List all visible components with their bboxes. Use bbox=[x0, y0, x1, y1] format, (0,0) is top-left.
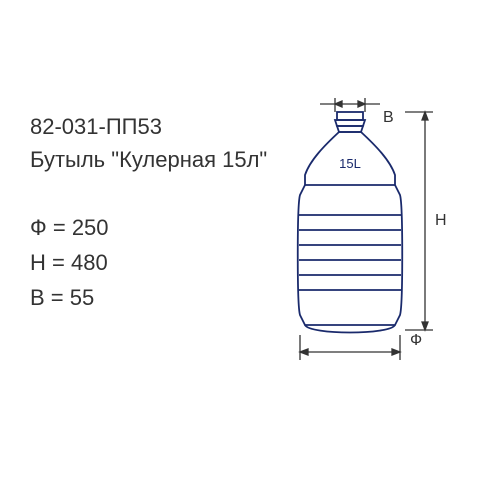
volume-label: 15L bbox=[339, 156, 361, 171]
bottle-diagram: 15L B H Ф bbox=[275, 90, 485, 390]
dim-h: H = 480 bbox=[30, 245, 109, 280]
dim-label-h: H bbox=[435, 212, 447, 229]
product-name: Бутыль "Кулерная 15л" bbox=[30, 143, 267, 176]
product-code: 82-031-ПП53 bbox=[30, 110, 267, 143]
dim-b: B = 55 bbox=[30, 280, 109, 315]
dim-label-b: B bbox=[383, 109, 394, 126]
dim-phi: Ф = 250 bbox=[30, 210, 109, 245]
dim-label-phi: Ф bbox=[410, 332, 422, 349]
